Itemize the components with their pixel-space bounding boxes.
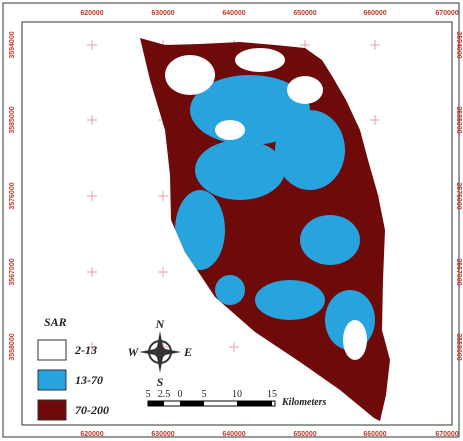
scale-unit: Kilometers	[281, 397, 327, 408]
scale-label: 10	[232, 389, 242, 400]
scale-label: 15	[267, 389, 277, 400]
y-coord-label: 3558000	[9, 333, 16, 360]
scale-label: 0	[178, 389, 183, 400]
grid-cross	[158, 267, 168, 277]
legend-swatch	[38, 400, 66, 420]
grid-cross	[87, 267, 97, 277]
x-coord-label: 630000	[151, 10, 174, 17]
x-coord-label: 650000	[293, 431, 316, 438]
x-coord-label: 640000	[222, 10, 245, 17]
legend-swatch	[38, 340, 66, 360]
legend-label: 13-70	[75, 373, 103, 387]
x-coord-label: 650000	[293, 10, 316, 17]
grid-cross	[229, 342, 239, 352]
y-coord-label: 3585000	[9, 106, 16, 133]
compass-s: S	[157, 375, 164, 389]
legend-label: 70-200	[75, 403, 109, 417]
compass-w: W	[128, 345, 140, 359]
grid-cross	[370, 40, 380, 50]
legend-label: 2-13	[74, 343, 97, 357]
grid-cross	[87, 191, 97, 201]
y-coord-label: 3567000	[455, 258, 462, 285]
compass-n: N	[155, 317, 166, 331]
y-coord-label: 3585000	[455, 106, 462, 133]
x-coord-label: 660000	[363, 10, 386, 17]
y-coord-label: 3594000	[9, 31, 16, 58]
grid-cross	[87, 115, 97, 125]
y-coord-label: 3576000	[9, 182, 16, 209]
legend-title: SAR	[44, 315, 67, 329]
x-coord-label: 640000	[222, 431, 245, 438]
y-coord-label: 3558000	[455, 333, 462, 360]
legend: SAR 2-13 13-70 70-200	[38, 315, 109, 420]
x-coord-label: 630000	[151, 431, 174, 438]
grid-cross	[370, 115, 380, 125]
scale-label: 2.5	[158, 389, 171, 400]
x-coord-label: 670000	[435, 431, 458, 438]
scale-label: 5	[146, 389, 151, 400]
x-coord-label: 620000	[80, 10, 103, 17]
sar-raster	[130, 30, 400, 430]
compass-e: E	[183, 345, 192, 359]
y-coord-label: 3594000	[455, 31, 462, 58]
x-coord-label: 670000	[435, 10, 458, 17]
grid-cross	[87, 40, 97, 50]
map: SAR 2-13 13-70 70-200 N S E W Kilometers 5…	[0, 0, 463, 441]
legend-swatch	[38, 370, 66, 390]
x-coord-label: 620000	[80, 431, 103, 438]
y-coord-label: 3576000	[455, 182, 462, 209]
grid-cross	[158, 191, 168, 201]
scale-bar: Kilometers 5 2.5 0 5 10 15	[146, 389, 327, 408]
scale-label: 5	[202, 389, 207, 400]
north-arrow: N S E W	[128, 317, 192, 389]
y-coord-label: 3567000	[9, 258, 16, 285]
x-coord-label: 660000	[363, 431, 386, 438]
